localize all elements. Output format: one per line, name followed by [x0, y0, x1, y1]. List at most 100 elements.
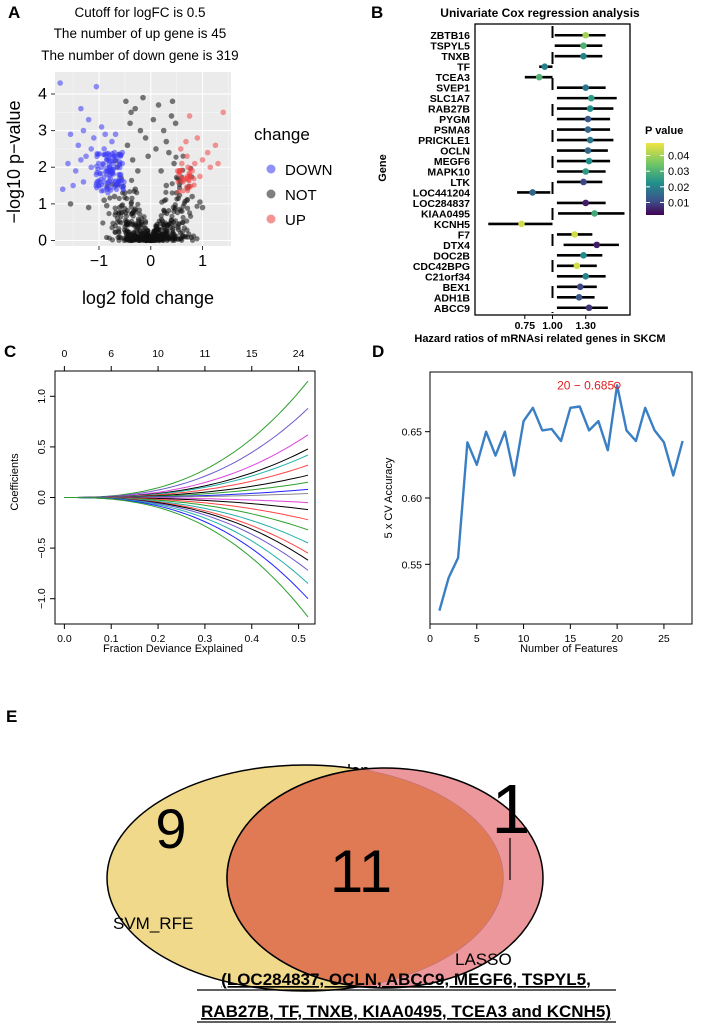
forest-gene-label: MAPK10 — [427, 167, 470, 179]
volcano-point-not — [114, 215, 121, 221]
volcano-point-not — [124, 142, 131, 149]
lasso-y-tick-label: 1.0 — [36, 389, 48, 404]
volcano-point-down — [94, 153, 100, 160]
forest-gene-label: CDC42BPG — [413, 261, 470, 273]
volcano-point-not — [112, 205, 118, 211]
volcano-point-down — [100, 160, 106, 167]
forest-gene-label: SLC1A7 — [430, 93, 470, 105]
volcano-point-not — [106, 210, 112, 217]
volcano-point-not — [169, 181, 175, 187]
forest-hr-point — [535, 73, 543, 81]
volcano-point-not — [127, 189, 133, 195]
volcano-point-not — [122, 205, 128, 212]
panel-label-a: A — [8, 3, 20, 22]
volcano-point-not — [101, 197, 107, 204]
forest-gene-label: F7 — [458, 229, 470, 241]
volcano-point-not — [169, 98, 176, 105]
volcano-point-not — [116, 195, 122, 202]
volcano-point-not — [187, 210, 193, 216]
forest-hr-point — [584, 115, 592, 123]
forest-x-tick-label: 1.30 — [575, 320, 596, 332]
rfe-plot-frame — [429, 371, 693, 625]
forest-gene-label: ZBTB16 — [430, 30, 470, 42]
volcano-point-not — [173, 154, 179, 160]
volcano-point-not — [116, 228, 122, 234]
volcano-point-down — [101, 146, 107, 152]
panel-label-e: E — [6, 707, 17, 726]
volcano-point-down — [83, 153, 89, 160]
lasso-top-tick-label: 6 — [108, 348, 114, 360]
rfe-x-axis-label: Number of Features — [520, 643, 618, 655]
volcano-point-not — [161, 198, 168, 204]
forest-gene-label: OCLN — [440, 146, 470, 158]
volcano-plot: Cutoff for logFC is 0.5 The number of up… — [4, 5, 333, 308]
volcano-point-not — [139, 221, 145, 228]
svm-rfe-accuracy-plot: 0 5 10 15 20 25 0.55 0.60 0.65 20 − 0.685 Number… — [383, 371, 693, 655]
forest-hr-point — [573, 262, 581, 270]
volcano-point-not — [135, 168, 141, 174]
volcano-point-not — [194, 203, 200, 209]
forest-hr-point — [580, 178, 587, 186]
volcano-legend-swatch-down — [266, 164, 276, 174]
volcano-point-up — [177, 169, 183, 175]
volcano-legend-swatch-not — [266, 189, 276, 199]
pvalue-colorbar-tick-label: 0.03 — [668, 166, 689, 178]
forest-gene-label: TF — [457, 62, 470, 74]
volcano-point-not — [111, 193, 118, 200]
forest-plot: Univariate Cox regression analysis ZBTB1… — [377, 6, 689, 345]
volcano-title-line-1: Cutoff for logFC is 0.5 — [74, 5, 205, 20]
forest-hr-point — [586, 136, 594, 144]
lasso-y-tick-label: 0.5 — [36, 439, 48, 454]
lasso-x-tick-label: 0.0 — [57, 633, 72, 645]
volcano-point-not — [166, 149, 172, 156]
rfe-accuracy-line — [438, 384, 684, 612]
volcano-point-down — [67, 131, 74, 138]
overlap-gene-list-line-1: (LOC284837, OCLN, ABCC9, MEGF6, TSPYL5, — [221, 970, 591, 989]
lasso-y-axis-label: Coefficients — [9, 453, 21, 511]
forest-gene-label: ABCC9 — [434, 303, 470, 315]
lasso-coefficient-path — [64, 497, 309, 600]
forest-gene-label: C21orf34 — [425, 271, 470, 283]
volcano-point-not — [172, 120, 179, 127]
volcano-point-not — [158, 168, 164, 174]
volcano-x-tick-label: 1 — [198, 253, 207, 270]
volcano-point-not — [129, 210, 135, 216]
volcano-point-down — [110, 154, 116, 160]
lasso-coefficient-plot: 0.0 0.1 0.2 0.3 0.4 0.5 0 6 10 11 15 24 −1.0 −0.5 0.0 0… — [9, 348, 316, 655]
forest-hr-point — [571, 231, 578, 238]
volcano-point-not — [151, 237, 158, 243]
pvalue-colorbar-tick-label: 0.04 — [668, 151, 689, 163]
forest-gene-label: BEX1 — [443, 282, 471, 294]
pvalue-colorbar-tick-label: 0.01 — [668, 197, 689, 209]
forest-gene-label: DTX4 — [443, 240, 470, 252]
forest-hr-point — [587, 94, 595, 102]
panel-label-c: C — [4, 342, 16, 361]
volcano-point-not — [123, 213, 129, 219]
volcano-point-down — [98, 188, 104, 194]
volcano-legend-label-up: UP — [285, 212, 306, 229]
volcano-point-up — [179, 160, 185, 167]
overlap-gene-list-line-2: RAB27B, TF, TNXB, KIAA0495, TCEA3 and KC… — [201, 1002, 611, 1021]
forest-y-axis-label: Gene — [377, 154, 389, 182]
volcano-point-not — [132, 237, 138, 243]
forest-hr-point — [580, 42, 587, 50]
volcano-x-axis-label: log2 fold change — [82, 288, 214, 308]
volcano-point-not — [161, 221, 168, 227]
forest-hr-point — [591, 210, 598, 217]
volcano-title-line-2: The number of up gene is 45 — [54, 26, 227, 41]
volcano-point-not — [168, 113, 175, 119]
rfe-y-tick-label: 0.65 — [402, 427, 423, 439]
volcano-point-up — [194, 135, 201, 141]
lasso-x-axis-label: Fraction Deviance Explained — [103, 643, 243, 655]
forest-hr-point — [582, 84, 590, 91]
volcano-point-not — [123, 98, 129, 105]
pvalue-colorbar-tick-label: 0.02 — [668, 182, 689, 194]
volcano-point-not — [170, 227, 176, 234]
volcano-point-not — [186, 231, 192, 237]
volcano-point-down — [96, 178, 102, 184]
volcano-point-up — [177, 146, 184, 152]
volcano-point-down — [102, 152, 108, 158]
pvalue-colorbar — [646, 143, 664, 215]
forest-x-axis-label: Hazard ratios of mRNAsi related genes in… — [414, 333, 665, 345]
forest-gene-label: RAB27B — [428, 104, 470, 116]
